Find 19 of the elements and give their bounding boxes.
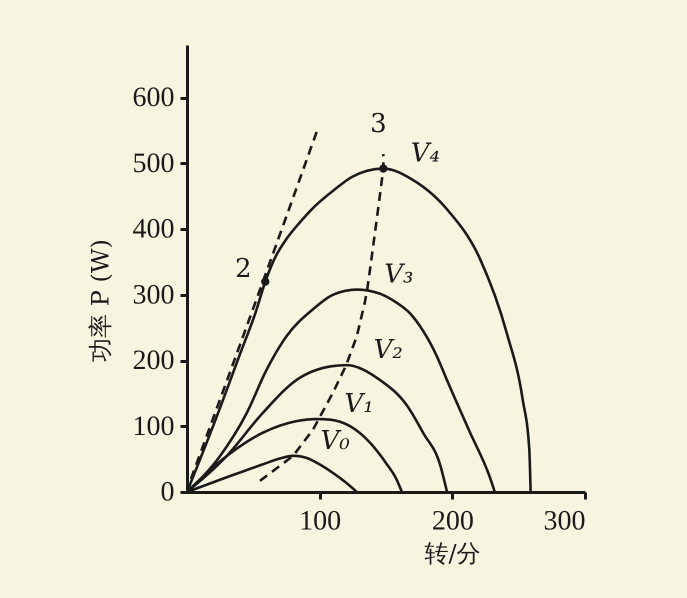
y-tick-label: 600 <box>132 82 174 114</box>
y-tick-label: 100 <box>132 410 174 442</box>
series-label: V₀ <box>320 426 350 456</box>
y-tick-label: 400 <box>132 214 174 245</box>
series-label: V₃ <box>384 260 414 290</box>
y-tick-label: 200 <box>132 345 174 376</box>
y-tick-label: 500 <box>132 148 174 179</box>
x-tick-label: 200 <box>432 506 474 536</box>
series-label: V₂ <box>374 335 403 366</box>
series-label: 3 <box>370 109 387 140</box>
y-tick-label: 300 <box>132 279 174 310</box>
x-tick-label: 300 <box>544 506 586 536</box>
x-tick-label: 100 <box>299 506 342 536</box>
series-label: V₄ <box>410 138 440 169</box>
series-label: 2 <box>235 254 252 284</box>
x-axis-title: 转/分 <box>424 540 481 568</box>
y-tick-label: 0 <box>160 476 174 508</box>
y-axis-title: 功率 P (W) <box>86 239 114 362</box>
series-label: V₁ <box>344 389 374 420</box>
